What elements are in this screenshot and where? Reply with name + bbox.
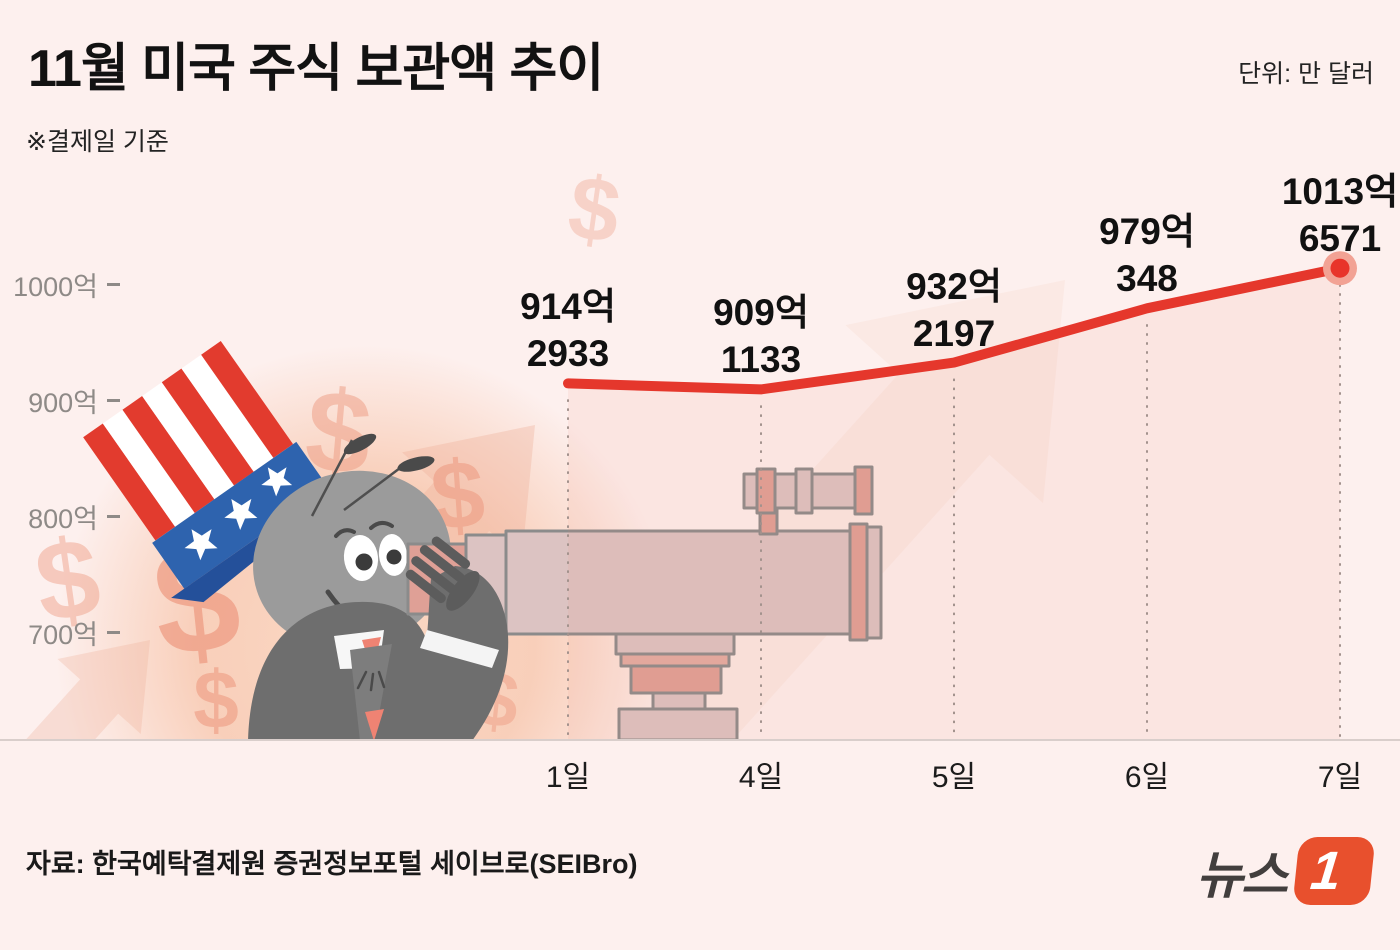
data-point-label-line2: 2933 (526, 333, 610, 375)
x-axis-label: 1일 (545, 761, 591, 794)
news1-logo-badge-number: 1 (1307, 841, 1345, 901)
news1-logo-badge: 1 (1292, 837, 1376, 905)
y-tick: 700억 (0, 615, 120, 650)
data-point-label-line1: 1013억 (1281, 171, 1399, 213)
y-tick-label: 700억 (28, 619, 98, 650)
x-axis-label: 6일 (1124, 761, 1170, 794)
data-point-label-line2: 1133 (720, 339, 802, 381)
sleeve-cuff (420, 630, 499, 668)
news1-logo-text: 뉴스 (1196, 847, 1288, 904)
x-axis-label: 5일 (931, 761, 977, 794)
antennae (310, 433, 435, 517)
x-axis-label: 4일 (738, 761, 784, 794)
tie-tip (365, 709, 384, 741)
us-flag-hat (83, 340, 341, 603)
source-text: 자료: 한국예탁결제원 증권정보포털 세이브로(SEIBro) (26, 849, 638, 879)
hand-fingers (405, 536, 480, 611)
whiskers (356, 670, 386, 692)
data-point-label: 1013억 6571 (1225, 168, 1400, 262)
data-point-label-line2: 2197 (912, 312, 996, 354)
ant-arm (405, 536, 509, 741)
y-tick-mark (107, 282, 120, 286)
ant-body (248, 601, 435, 741)
y-tick-label: 800억 (28, 503, 98, 534)
ant-telescope-illustration: $ $ $ $ $ $ $ (0, 157, 1164, 741)
y-tick: 1000억 (0, 267, 120, 302)
unit-label: 단위: 만 달러 (1238, 60, 1374, 88)
trend-line (563, 263, 1345, 395)
x-axis-label: 7일 (1317, 761, 1363, 794)
y-tick-mark (107, 630, 120, 634)
data-point-label-line1: 932억 (906, 265, 1002, 307)
y-tick: 800억 (0, 499, 120, 534)
data-point-label-line2: 6571 (1298, 218, 1382, 260)
y-tick-label: 900억 (28, 387, 98, 418)
last-point-marker (1330, 258, 1350, 278)
hat-stripes (83, 340, 294, 541)
data-point-label-line2: 348 (1116, 258, 1178, 300)
y-tick: 900억 (0, 383, 120, 418)
eyes (343, 534, 408, 581)
data-point-label-line1: 979억 (1099, 211, 1195, 253)
y-tick-mark (107, 514, 120, 518)
data-point-label-line1: 909억 (713, 292, 809, 334)
data-point-label: 979억 348 (1032, 208, 1262, 302)
data-point-label-line1: 914억 (520, 286, 616, 328)
data-point-label: 932억 2197 (839, 263, 1069, 357)
data-point-label: 914억 2933 (453, 283, 683, 377)
dollar-sign-glyph: $ (193, 655, 239, 741)
chart-note: ※결제일 기준 (26, 128, 169, 156)
data-point-label: 909억 1133 (646, 289, 876, 383)
illustration-area: $ $ $ $ $ $ $ (0, 157, 1164, 741)
news1-logo: 뉴스 1 (1196, 834, 1376, 908)
y-tick-label: 1000억 (13, 271, 98, 302)
y-tick-mark (107, 398, 120, 402)
eyebrows (334, 521, 394, 538)
page-title: 11월 미국 주식 보관액 추이 (28, 40, 604, 98)
